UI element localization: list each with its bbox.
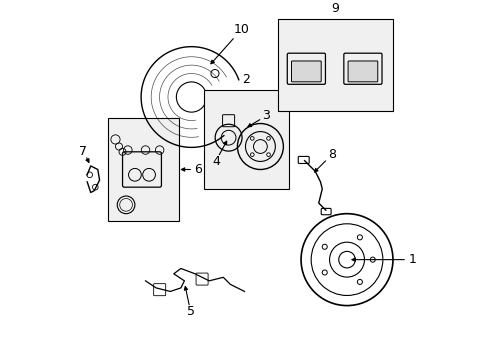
FancyBboxPatch shape — [291, 61, 321, 82]
FancyBboxPatch shape — [347, 61, 377, 82]
Text: 2: 2 — [242, 73, 250, 86]
Text: 7: 7 — [79, 145, 86, 158]
Text: 8: 8 — [327, 148, 335, 161]
Text: 5: 5 — [186, 305, 194, 319]
FancyBboxPatch shape — [278, 19, 392, 111]
FancyBboxPatch shape — [203, 90, 288, 189]
Text: 9: 9 — [331, 2, 339, 15]
Text: 1: 1 — [407, 253, 415, 266]
Text: 10: 10 — [233, 23, 249, 36]
Text: 3: 3 — [261, 109, 269, 122]
FancyBboxPatch shape — [108, 118, 179, 221]
Text: 6: 6 — [194, 163, 202, 176]
Text: 4: 4 — [212, 155, 220, 168]
